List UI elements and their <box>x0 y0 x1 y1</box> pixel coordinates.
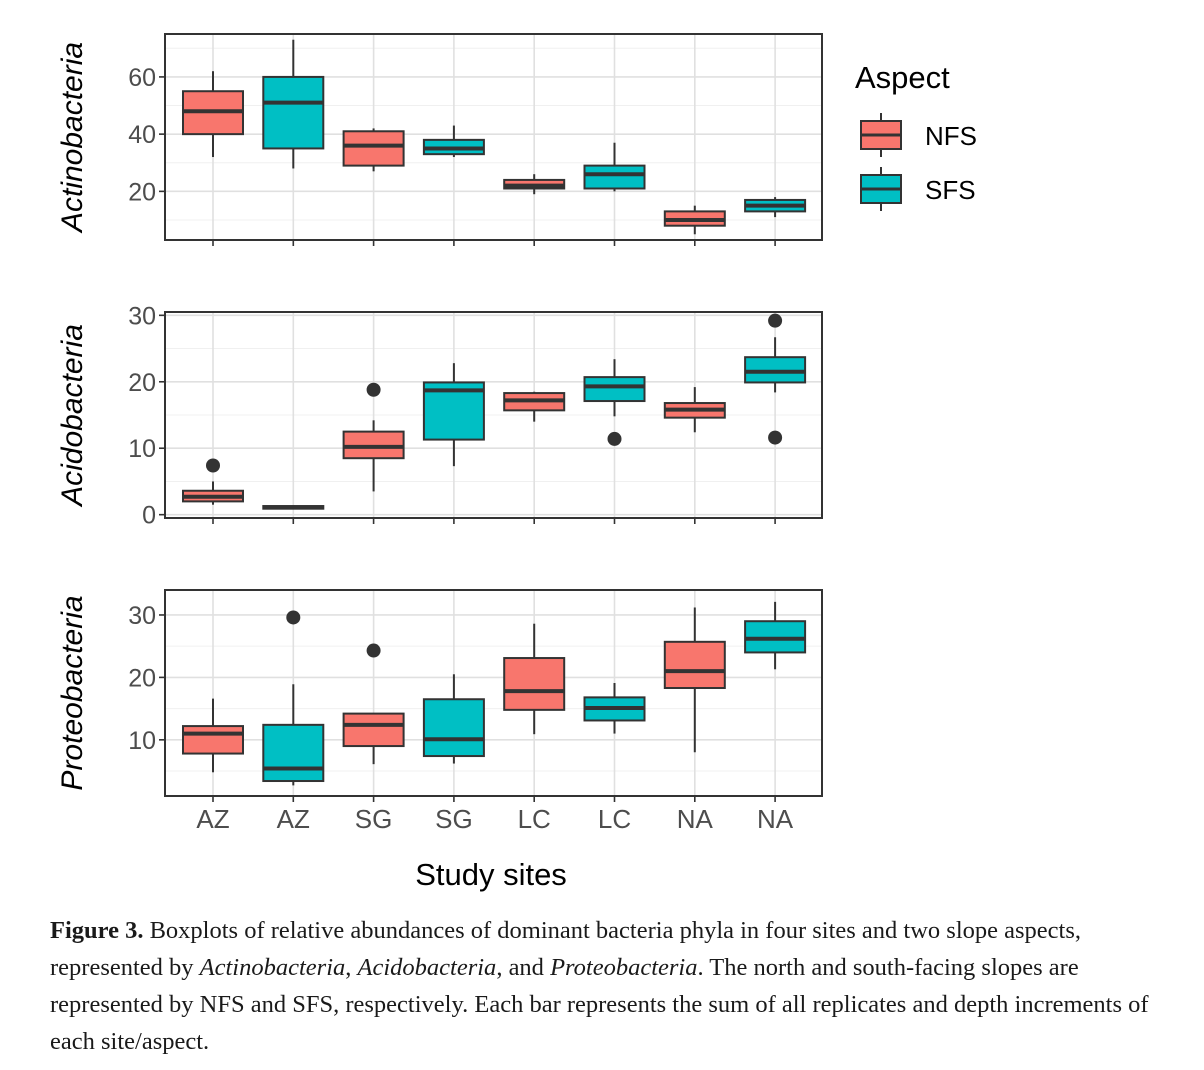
caption-italic-2: Acidobacteria <box>357 954 497 981</box>
x-tick-label: LC <box>518 804 551 834</box>
box-az-nfs <box>182 698 244 773</box>
box-lc-nfs <box>503 623 566 735</box>
boxplot-chart: 20 40 60 Actinobacteria 0 10 20 30 Acidobacteria… <box>56 33 977 892</box>
box-iqr <box>182 725 244 755</box>
box-lc-sfs <box>583 142 646 192</box>
box-na-sfs <box>744 313 807 445</box>
x-tick-label: NA <box>677 804 714 834</box>
x-tick-label: LC <box>598 804 631 834</box>
caption-text-4: . The north and south-facing slopes are … <box>50 954 1149 1055</box>
outlier-point <box>366 643 381 658</box>
y-axis-title: Acidobacteria <box>56 324 89 508</box>
box-na-nfs <box>663 607 726 753</box>
box-sg-sfs <box>422 125 485 158</box>
caption-text-3: , and <box>496 954 551 981</box>
caption-italic-3: Proteobacteria <box>550 954 698 981</box>
legend-entry-sfs: SFS <box>860 167 976 211</box>
box-iqr <box>583 164 646 190</box>
outlier-point <box>286 610 301 625</box>
outlier-point <box>768 430 783 445</box>
legend-label: NFS <box>925 121 977 151</box>
caption-text-2: , <box>345 954 358 981</box>
box-lc-sfs <box>583 359 646 446</box>
legend-entry-nfs: NFS <box>860 113 977 157</box>
box-sg-nfs <box>342 382 405 492</box>
panel-3: 10 20 30 Proteobacteria <box>56 589 823 802</box>
x-tick-label: AZ <box>277 804 310 834</box>
y-tick-label: 30 <box>128 602 156 630</box>
x-tick-label: SG <box>435 804 473 834</box>
panel-border <box>164 589 823 797</box>
box-na-nfs <box>663 205 726 235</box>
outlier-point <box>366 382 381 397</box>
box-az-nfs <box>182 71 244 158</box>
x-tick-label: NA <box>757 804 794 834</box>
y-tick-label: 60 <box>128 64 156 92</box>
x-tick-label: AZ <box>196 804 229 834</box>
box-iqr <box>663 640 726 690</box>
y-tick-label: 10 <box>128 435 156 463</box>
box-na-sfs <box>744 601 807 670</box>
outlier-point <box>206 458 220 473</box>
chart-figure: 20 40 60 Actinobacteria 0 10 20 30 Acidobacteria… <box>56 33 977 892</box>
box-lc-nfs <box>503 391 566 422</box>
y-tick-label: 20 <box>128 178 156 206</box>
figure-caption: Figure 3. Boxplots of relative abundance… <box>50 912 1170 1060</box>
box-az-sfs <box>262 610 325 786</box>
y-tick-label: 20 <box>128 369 156 397</box>
y-tick-label: 0 <box>142 502 156 530</box>
caption-text-1: Boxplots of relative abundances of domin… <box>50 917 1082 981</box>
panel-1: 20 40 60 Actinobacteria <box>56 33 823 246</box>
box-iqr <box>342 130 405 167</box>
box-lc-nfs <box>503 174 566 195</box>
box-sg-sfs <box>422 674 485 764</box>
panel-border <box>164 33 823 241</box>
box-az-nfs <box>182 458 244 505</box>
box-iqr <box>342 712 405 748</box>
y-tick-label: 40 <box>128 121 156 149</box>
box-sg-nfs <box>342 128 405 172</box>
box-lc-sfs <box>583 683 646 734</box>
box-na-nfs <box>663 387 726 433</box>
box-iqr <box>262 723 325 783</box>
panel-border <box>164 311 823 519</box>
box-az-sfs <box>262 39 325 169</box>
y-tick-label: 30 <box>128 302 156 330</box>
panel-2: 0 10 20 30 Acidobacteria <box>56 302 823 530</box>
y-tick-label: 20 <box>128 664 156 692</box>
y-axis-title: Proteobacteria <box>56 595 89 790</box>
box-iqr <box>262 75 325 150</box>
box-sg-nfs <box>342 643 405 765</box>
box-iqr <box>503 657 566 711</box>
outlier-point <box>607 431 622 446</box>
x-tick-label: SG <box>355 804 393 834</box>
legend-title: Aspect <box>855 60 950 95</box>
box-iqr <box>583 376 646 403</box>
box-sg-sfs <box>422 363 485 467</box>
y-axis-title: Actinobacteria <box>56 42 89 234</box>
box-iqr <box>422 698 485 758</box>
caption-label: Figure 3. <box>50 917 144 944</box>
caption-italic-1: Actinobacteria <box>199 954 346 981</box>
legend-label: SFS <box>925 175 976 205</box>
y-tick-label: 10 <box>128 727 156 755</box>
legend: Aspect NFS SFS <box>855 60 977 211</box>
x-axis-title: Study sites <box>415 857 567 892</box>
outlier-point <box>768 313 783 328</box>
box-az-sfs <box>262 505 325 510</box>
box-na-sfs <box>744 197 807 218</box>
